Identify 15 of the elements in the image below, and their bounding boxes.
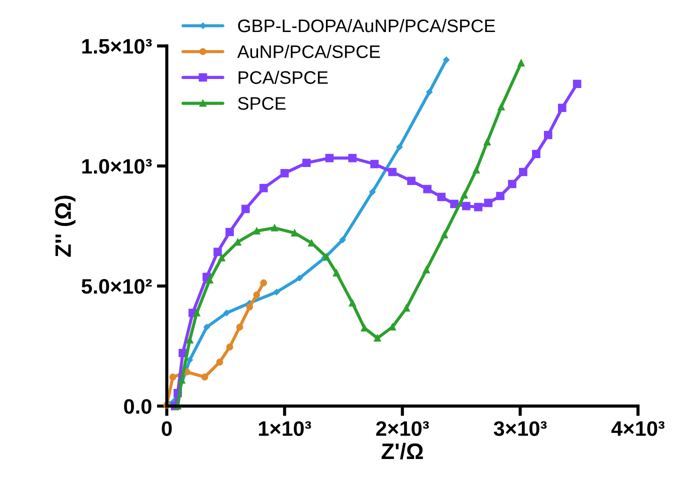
x-tick-label: 0 xyxy=(162,421,172,436)
x-axis-title: Z'/Ω xyxy=(382,442,423,460)
x-tick-label: 3×10³ xyxy=(494,421,547,436)
x-tick-label: 1×10³ xyxy=(258,421,312,436)
y-tick-label: 1.0×10³ xyxy=(82,158,152,174)
legend-label: PCA/SPCE xyxy=(238,70,328,84)
x-tick-label: 2×10³ xyxy=(376,421,429,436)
y-tick-label: 1.5×10³ xyxy=(82,38,152,54)
x-tick-label: 4×10³ xyxy=(611,421,664,436)
legend-label: AuNP/PCA/SPCE xyxy=(237,44,380,58)
legend-label: GBP-L-DOPA/AuNP/PCA/SPCE xyxy=(238,18,495,32)
legend-label: SPCE xyxy=(238,97,286,110)
y-tick-label: 0.0 xyxy=(124,399,152,414)
y-tick-label: 5.0×10² xyxy=(82,279,152,294)
y-axis-title: Z'' (Ω) xyxy=(54,196,76,257)
